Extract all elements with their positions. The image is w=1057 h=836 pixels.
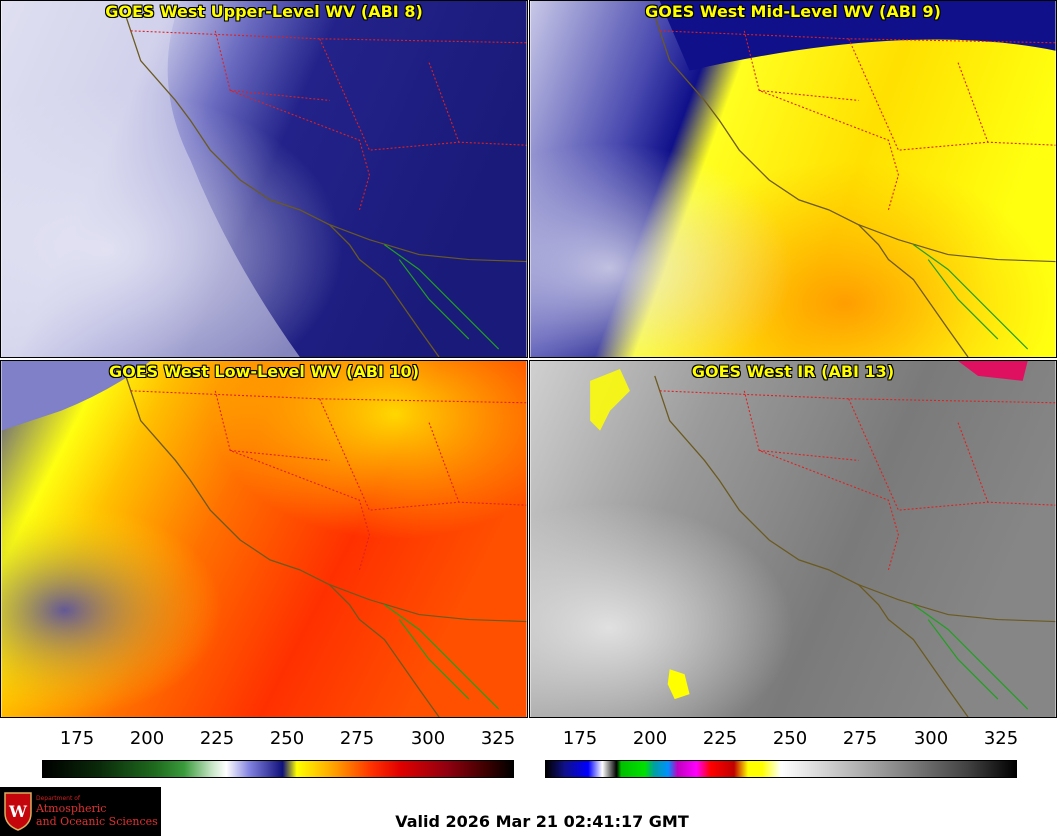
logo-line2: and Oceanic Sciences	[36, 815, 158, 828]
tick-label: 300	[410, 728, 446, 749]
tick-label: 225	[199, 728, 235, 749]
panel-title: GOES West IR (ABI 13)	[691, 362, 895, 381]
tick-label: 175	[562, 728, 598, 749]
tick-label: 300	[913, 728, 949, 749]
tick-label: 325	[983, 728, 1019, 749]
logo-dept: Department of	[36, 795, 80, 802]
ir-colorbar	[545, 760, 1017, 778]
tick-label: 225	[702, 728, 738, 749]
ir-image	[530, 361, 1056, 717]
low-level-wv-image	[1, 361, 527, 717]
tick-label: 275	[842, 728, 878, 749]
mid-level-wv-panel: GOES West Mid-Level WV (ABI 9)	[529, 0, 1057, 358]
tick-label: 175	[59, 728, 95, 749]
ir-panel: GOES West IR (ABI 13)	[529, 360, 1057, 718]
tick-label: 200	[632, 728, 668, 749]
tick-label: 250	[772, 728, 808, 749]
aos-logo[interactable]: W Department of Atmospheric and Oceanic …	[0, 787, 161, 836]
wv-colorbar	[42, 760, 514, 778]
uw-crest-icon: W	[4, 792, 32, 831]
wv-colorbar-ticks: 175 200 225 250 275 300 325	[42, 728, 516, 754]
valid-time: Valid 2026 Mar 21 02:41:17 GMT	[395, 812, 689, 831]
upper-level-wv-image	[1, 1, 527, 357]
low-level-wv-panel: GOES West Low-Level WV (ABI 10)	[0, 360, 528, 718]
panel-title: GOES West Upper-Level WV (ABI 8)	[105, 2, 423, 21]
ir-colorbar-ticks: 175 200 225 250 275 300 325	[545, 728, 1019, 754]
upper-level-wv-panel: GOES West Upper-Level WV (ABI 8)	[0, 0, 528, 358]
tick-label: 200	[129, 728, 165, 749]
tick-label: 325	[480, 728, 516, 749]
tick-label: 275	[339, 728, 375, 749]
svg-text:W: W	[8, 802, 28, 821]
panel-title: GOES West Mid-Level WV (ABI 9)	[645, 2, 941, 21]
logo-line1: Atmospheric	[36, 802, 107, 815]
tick-label: 250	[269, 728, 305, 749]
mid-level-wv-image	[530, 1, 1056, 357]
panel-title: GOES West Low-Level WV (ABI 10)	[108, 362, 419, 381]
